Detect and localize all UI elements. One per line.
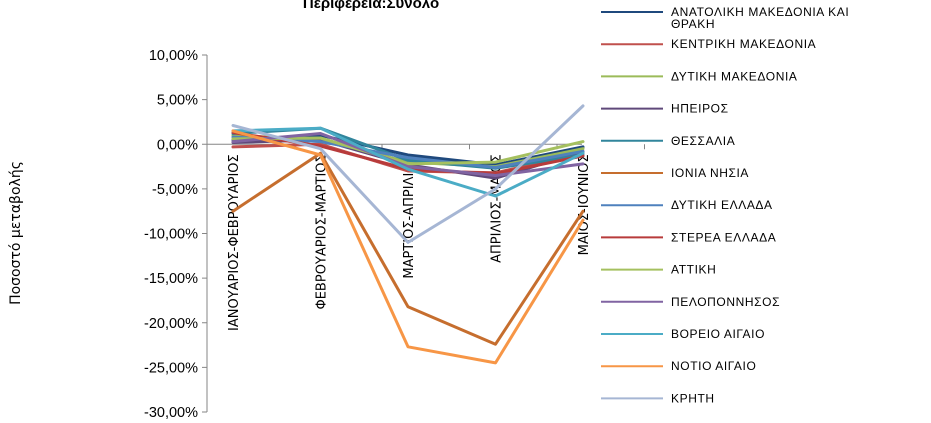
legend-item: ΔΥΤΙΚΗ ΕΛΛΑΔΑ [601, 198, 773, 212]
legend-label: ΔΥΤΙΚΗ ΜΑΚΕΔΟΝΙΑ [671, 69, 798, 83]
y-tick-label: 0,00% [157, 137, 198, 153]
legend-item: ΚΕΝΤΡΙΚΗ ΜΑΚΕΔΟΝΙΑ [601, 37, 816, 51]
x-tick-label: ΙΑΝΟΥΑΡΙΟΣ-ΦΕΒΡΟΥΑΡΙΟΣ [227, 154, 242, 331]
legend-label: ΔΥΤΙΚΗ ΕΛΛΑΔΑ [671, 198, 773, 212]
legend-item: ΗΠΕΙΡΟΣ [601, 102, 729, 116]
legend-item: ΣΤΕΡΕΑ ΕΛΛΑΔΑ [601, 230, 776, 244]
y-tick-label: -10,00% [144, 227, 198, 243]
y-tick-label: -20,00% [144, 316, 198, 332]
legend-label: ΘΕΣΣΑΛΙΑ [671, 134, 735, 148]
chart-title: Περιφέρεια:Σύνολο [303, 0, 439, 12]
legend-item: ΑΤΤΙΚΗ [601, 263, 716, 277]
y-axis-label: Ποσοστό μεταβολής [8, 161, 24, 305]
legend-label: ΚΡΗΤΗ [671, 391, 715, 405]
legend-item: ΒΟΡΕΙΟ ΑΙΓΑΙΟ [601, 327, 765, 341]
y-tick-label: -30,00% [144, 405, 198, 421]
y-tick-label: -5,00% [152, 182, 198, 198]
x-tick-label: ΜΑΙΟΣ-ΙΟΥΝΙΟΣ [577, 154, 592, 255]
y-tick-label: 5,00% [157, 93, 198, 109]
x-tick-label: ΑΠΡΙΛΙΟΣ-ΜΑΙΟΣ [490, 154, 505, 263]
x-tick-label: ΜΑΡΤΙΟΣ-ΑΠΡΙΛΙΟΣ [402, 154, 417, 278]
legend-label: ΠΕΛΟΠΟΝΝΗΣΟΣ [671, 295, 780, 309]
legend-item: ΔΥΤΙΚΗ ΜΑΚΕΔΟΝΙΑ [601, 69, 798, 83]
legend-label: ΑΝΑΤΟΛΙΚΗ ΜΑΚΕΔΟΝΙΑ ΚΑΙ ΘΡΑΚΗ [671, 5, 849, 31]
y-tick-label: -15,00% [144, 271, 198, 287]
legend: ΑΝΑΤΟΛΙΚΗ ΜΑΚΕΔΟΝΙΑ ΚΑΙ ΘΡΑΚΗ ΚΕΝΤΡΙΚΗ ΜΑΚ… [601, 5, 849, 405]
legend-label: ΝΟΤΙΟ ΑΙΓΑΙΟ [671, 359, 756, 373]
legend-item: ΠΕΛΟΠΟΝΝΗΣΟΣ [601, 295, 780, 309]
legend-item: ΑΝΑΤΟΛΙΚΗ ΜΑΚΕΔΟΝΙΑ ΚΑΙ ΘΡΑΚΗ [601, 5, 849, 31]
legend-label: ΑΤΤΙΚΗ [671, 263, 716, 277]
y-axis: 10,00% 5,00% 0,00% -5,00% -10,00% -15,00% -20,… [144, 48, 645, 421]
x-tick-label: ΦΕΒΡΟΥΑΡΙΟΣ-ΜΑΡΤΙΟΣ [315, 154, 330, 309]
legend-item: ΙΟΝΙΑ ΝΗΣΙΑ [601, 166, 749, 180]
x-axis-tick-labels: ΙΑΝΟΥΑΡΙΟΣ-ΦΕΒΡΟΥΑΡΙΟΣ ΦΕΒΡΟΥΑΡΙΟΣ-ΜΑΡΤΙΟ… [227, 154, 592, 331]
legend-label: ΙΟΝΙΑ ΝΗΣΙΑ [671, 166, 749, 180]
legend-label: ΚΕΝΤΡΙΚΗ ΜΑΚΕΔΟΝΙΑ [671, 37, 816, 51]
y-tick-label: -25,00% [144, 360, 198, 376]
legend-label: ΗΠΕΙΡΟΣ [671, 102, 729, 116]
legend-item: ΚΡΗΤΗ [601, 391, 715, 405]
y-tick-label: 10,00% [149, 48, 198, 64]
legend-item: ΘΕΣΣΑΛΙΑ [601, 134, 735, 148]
series-lines [231, 104, 585, 365]
legend-label: ΣΤΕΡΕΑ ΕΛΛΑΔΑ [671, 230, 776, 244]
legend-item: ΝΟΤΙΟ ΑΙΓΑΙΟ [601, 359, 756, 373]
legend-label: ΒΟΡΕΙΟ ΑΙΓΑΙΟ [671, 327, 765, 341]
